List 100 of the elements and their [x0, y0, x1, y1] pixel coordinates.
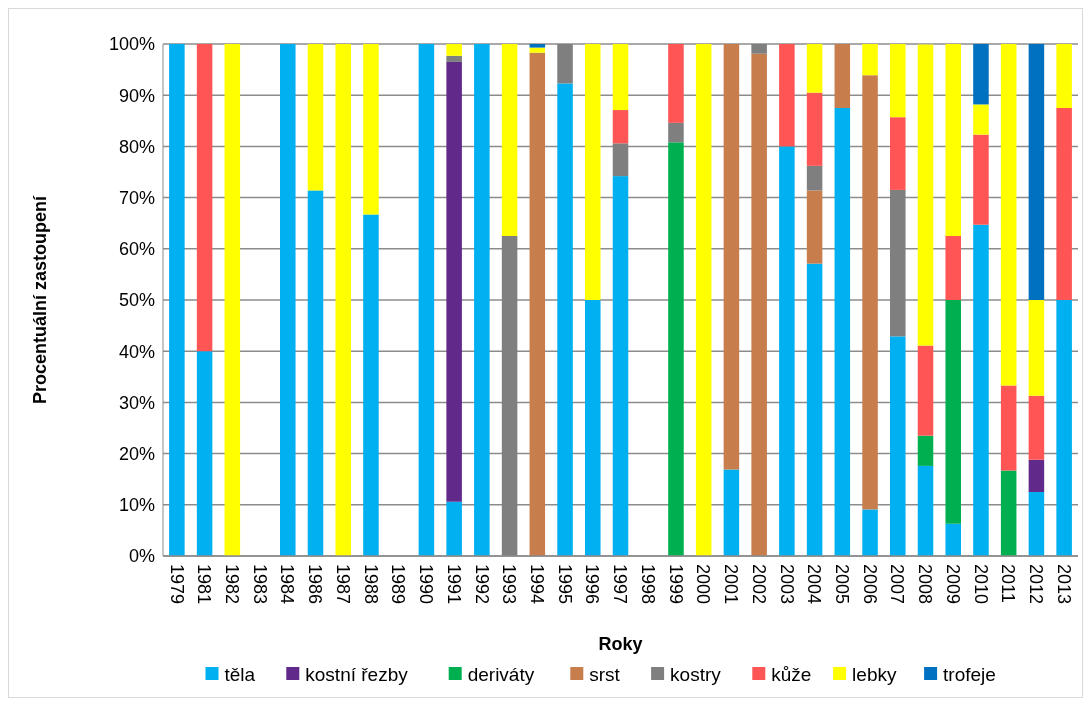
bar — [806, 165, 823, 191]
legend-label: kostní řezby — [305, 663, 409, 685]
bar — [751, 44, 767, 54]
x-tick-label: 1984 — [277, 564, 298, 605]
bar — [307, 190, 324, 556]
y-tick-label: 80% — [118, 136, 155, 157]
x-axis-title: Roky — [598, 634, 643, 654]
bar — [196, 44, 213, 352]
x-tick-label: 2004 — [804, 564, 825, 605]
bar — [668, 122, 684, 143]
bar — [973, 224, 989, 556]
x-tick-label: 2012 — [1026, 564, 1047, 605]
bar — [363, 44, 379, 215]
x-tick-label: 2011 — [998, 564, 1019, 603]
y-tick-label: 50% — [118, 290, 155, 311]
bar — [1028, 492, 1045, 556]
bar — [1056, 44, 1072, 108]
bar — [585, 44, 601, 300]
bar — [917, 435, 934, 466]
bar — [335, 44, 351, 556]
bar — [806, 190, 823, 264]
bar — [1028, 44, 1045, 300]
x-tick-label: 1994 — [527, 564, 548, 605]
x-tick-label: 2007 — [887, 564, 908, 605]
x-tick-label: 1996 — [582, 564, 603, 605]
bar — [446, 44, 462, 56]
bar — [806, 44, 823, 93]
y-tick-label: 100% — [108, 34, 155, 55]
y-tick-label: 10% — [118, 495, 155, 516]
x-tick-label: 1999 — [665, 564, 686, 605]
bar — [529, 52, 546, 556]
bar — [695, 44, 712, 556]
bar — [1000, 385, 1017, 471]
x-tick-label: 2000 — [693, 564, 714, 605]
bar — [917, 465, 934, 556]
x-tick-label: 2009 — [942, 564, 963, 605]
bar — [945, 523, 961, 556]
bar — [834, 108, 851, 556]
bar — [501, 44, 518, 236]
bar — [280, 44, 296, 556]
y-tick-label: 60% — [118, 239, 155, 260]
x-tick-label: 1986 — [305, 564, 326, 605]
bar — [1000, 44, 1017, 386]
x-tick-label: 2005 — [832, 564, 853, 605]
bar — [779, 146, 795, 556]
bar — [196, 351, 213, 556]
legend-label: lebky — [852, 663, 897, 685]
bar — [862, 75, 878, 510]
bar — [945, 236, 961, 300]
bar — [973, 104, 989, 135]
x-tick-label: 2002 — [748, 564, 769, 605]
y-tick-label: 20% — [118, 443, 155, 464]
bar — [779, 44, 795, 147]
bar — [446, 61, 462, 502]
x-tick-label: 1995 — [554, 564, 575, 605]
bar — [806, 92, 823, 166]
x-tick-label: 1992 — [471, 564, 492, 605]
bar — [557, 83, 573, 556]
x-tick-label: 1998 — [637, 564, 658, 605]
x-tick-label: 1993 — [499, 564, 520, 605]
bar — [529, 44, 546, 48]
x-tick-label: 1983 — [249, 564, 270, 605]
legend-label: deriváty — [467, 663, 535, 685]
bar — [446, 501, 462, 556]
bar — [612, 110, 629, 144]
bar — [751, 53, 767, 556]
bar — [723, 44, 740, 470]
x-tick-label: 1987 — [332, 564, 353, 605]
x-tick-label: 2001 — [721, 564, 742, 605]
x-tick-label: 1997 — [610, 564, 631, 605]
bar — [890, 189, 906, 337]
bar — [890, 336, 906, 556]
bar — [862, 44, 878, 76]
bar — [557, 44, 573, 84]
y-tick-label: 30% — [118, 392, 155, 413]
x-tick-label: 2010 — [970, 564, 991, 605]
x-tick-label: 2003 — [776, 564, 797, 605]
bar — [474, 44, 490, 556]
bar — [945, 44, 961, 236]
bar — [501, 236, 518, 556]
y-tick-label: 0% — [128, 546, 155, 567]
bar — [834, 44, 851, 108]
x-tick-label: 1989 — [388, 564, 409, 605]
bar — [668, 44, 684, 123]
y-axis-title: Procentuální zastoupení — [30, 194, 50, 405]
bar — [668, 142, 684, 556]
legend-label: kostry — [670, 663, 722, 685]
bar — [418, 44, 435, 556]
bar — [1028, 395, 1045, 460]
x-tick-label: 1981 — [194, 564, 215, 605]
bar — [917, 44, 934, 346]
bar — [890, 117, 906, 190]
bar — [529, 47, 546, 53]
x-tick-label: 1982 — [222, 564, 243, 605]
bar — [585, 300, 601, 556]
bar — [723, 469, 740, 556]
x-tick-label: 1991 — [443, 564, 464, 605]
x-tick-label: 1988 — [360, 564, 381, 605]
bar — [363, 214, 379, 556]
bar — [612, 176, 629, 556]
